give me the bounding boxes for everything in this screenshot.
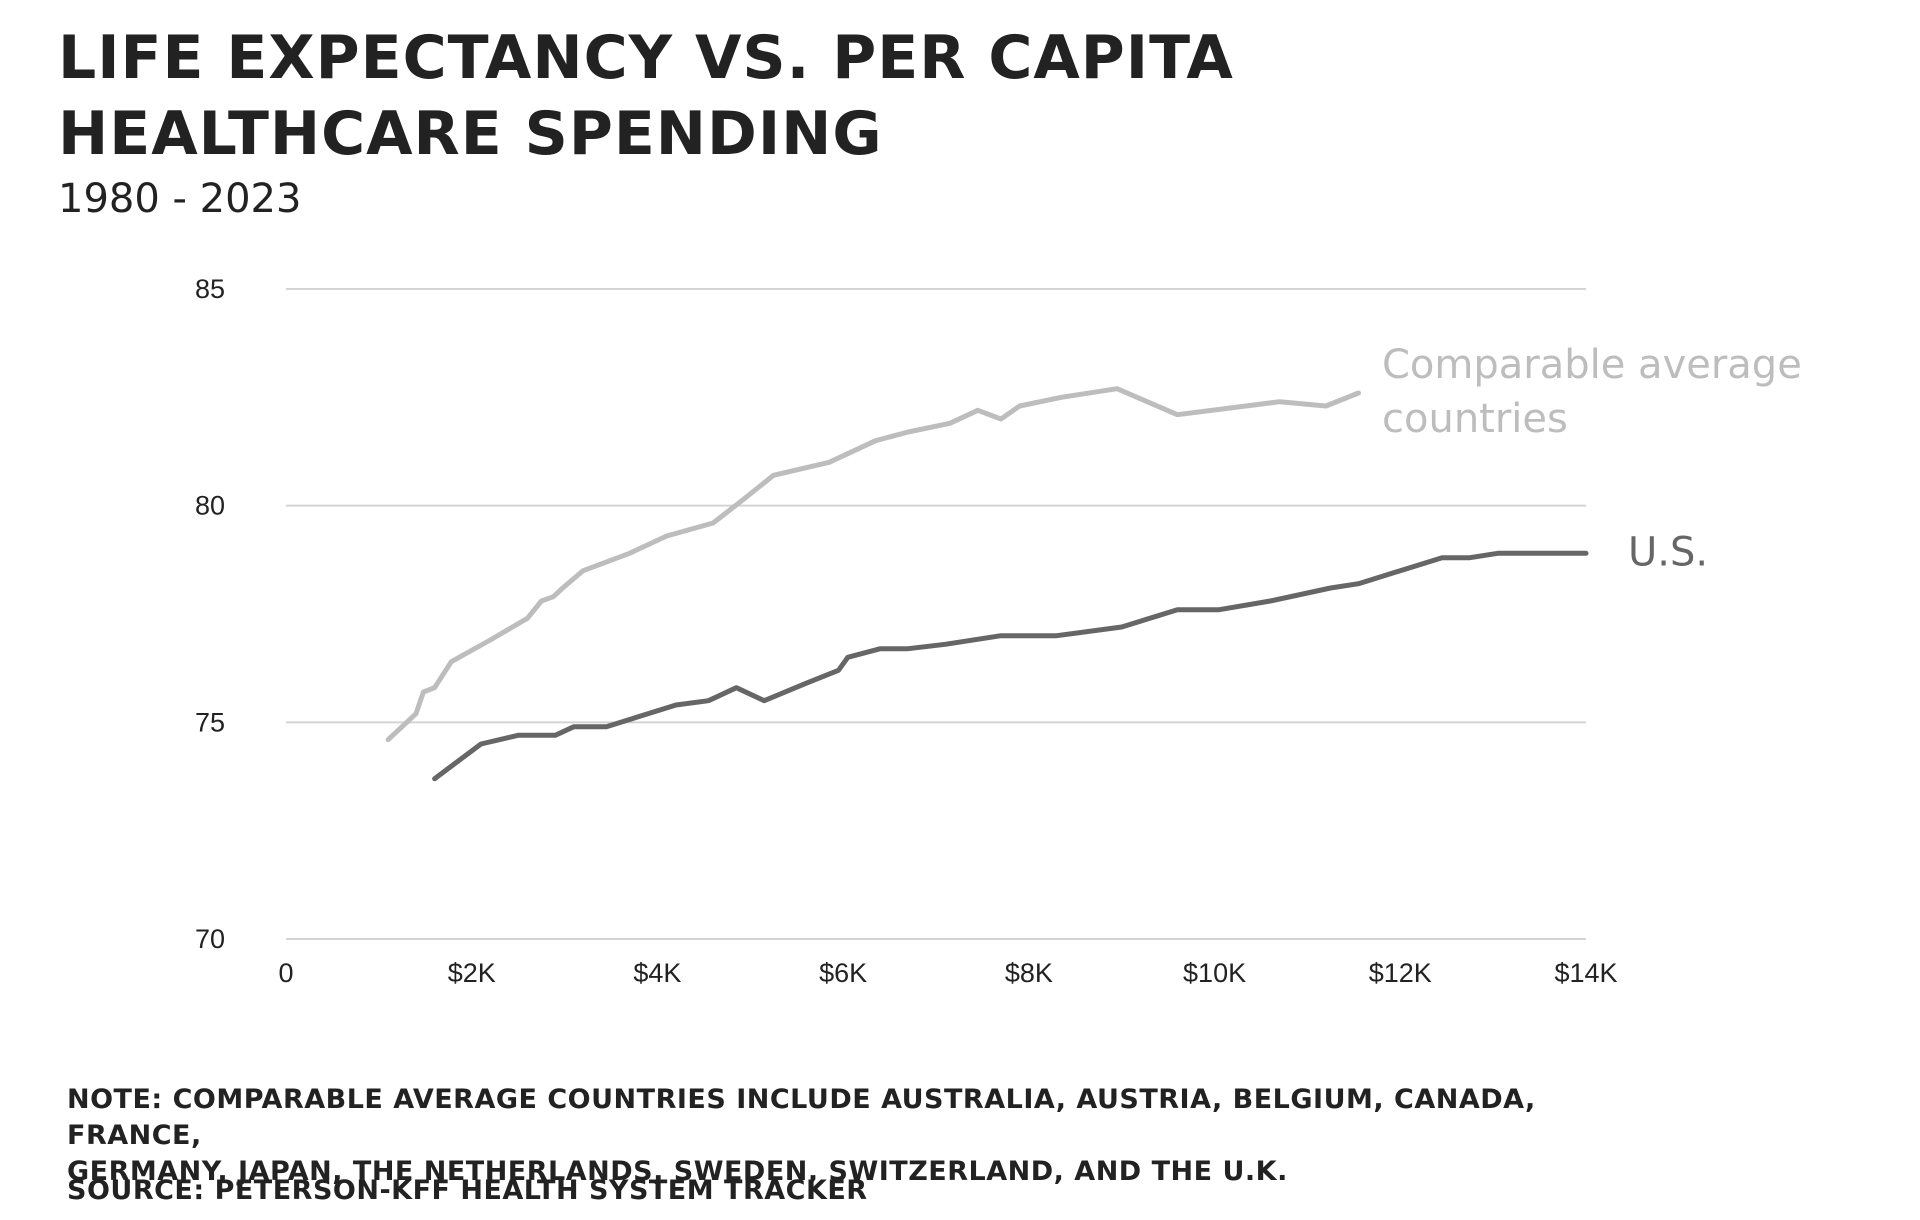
chart-title-line-1: LIFE EXPECTANCY VS. PER CAPITA — [58, 23, 1234, 93]
series-line-u-s — [432, 550, 1589, 782]
y-tick-label-80: 80 — [195, 491, 225, 521]
grid-lines — [286, 288, 1586, 940]
x-tick-label-8000: $8K — [1005, 958, 1053, 988]
chart-subtitle: 1980 - 2023 — [58, 176, 302, 222]
series-label-line: Comparable average — [1382, 342, 1802, 388]
note-line-2: GERMANY, JAPAN, THE NETHERLANDS, SWEDEN,… — [67, 1156, 1288, 1187]
series-lines — [385, 386, 1589, 782]
x-tick-label-0: 0 — [278, 958, 293, 988]
x-tick-label-4000: $4K — [633, 958, 681, 988]
chart-note: NOTE: COMPARABLE AVERAGE COUNTRIES INCLU… — [67, 1082, 1667, 1190]
series-label-comparable-average-countries: Comparable average countries — [1382, 342, 1802, 442]
x-tick-label-10000: $10K — [1183, 958, 1246, 988]
series-line-comparable-average-countries — [385, 386, 1361, 743]
series-label-u-s: U.S. — [1628, 529, 1708, 575]
chart-source: SOURCE: PETERSON-KFF HEALTH SYSTEM TRACK… — [67, 1175, 868, 1206]
x-tick-label-12000: $12K — [1369, 958, 1432, 988]
y-axis-ticks: 70 75 80 85 — [195, 274, 225, 954]
x-axis-ticks: 0 $2K $4K $6K $8K $10K $12K $14K — [278, 958, 1617, 988]
series-label-line: U.S. — [1628, 529, 1708, 575]
chart-title: LIFE EXPECTANCY VS. PER CAPITA HEALTHCAR… — [58, 20, 1234, 172]
note-line-1: NOTE: COMPARABLE AVERAGE COUNTRIES INCLU… — [67, 1084, 1536, 1151]
y-tick-label-85: 85 — [195, 274, 225, 304]
line-chart: 70 75 80 85 0 $2K $4K $6K $8K $10K $12K $14K Compa… — [195, 274, 1802, 988]
x-tick-label-14000: $14K — [1554, 958, 1617, 988]
x-tick-label-6000: $6K — [819, 958, 867, 988]
series-labels: Comparable average countries U.S. — [1382, 342, 1802, 575]
y-tick-label-75: 75 — [195, 707, 225, 737]
series-label-line: countries — [1382, 396, 1568, 442]
y-tick-label-70: 70 — [195, 924, 225, 954]
chart-title-line-2: HEALTHCARE SPENDING — [58, 99, 883, 169]
x-tick-label-2000: $2K — [448, 958, 496, 988]
